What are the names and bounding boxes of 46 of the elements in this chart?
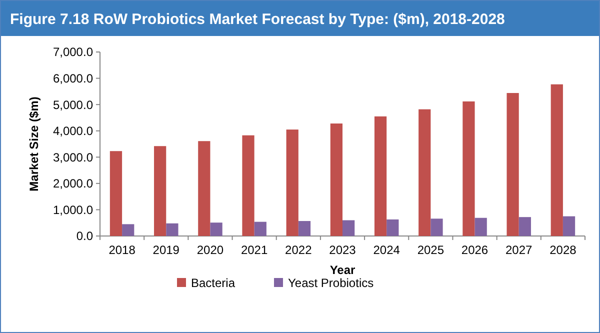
y-tick-label: 7,000.0 bbox=[52, 45, 94, 60]
bar bbox=[550, 84, 563, 236]
y-tick-label: 6,000.0 bbox=[52, 71, 94, 86]
x-tick-label: 2023 bbox=[329, 243, 356, 257]
y-tick-label: 1,000.0 bbox=[52, 202, 94, 217]
bar bbox=[418, 109, 431, 236]
x-tick-label: 2026 bbox=[461, 243, 488, 257]
bar bbox=[374, 116, 387, 236]
legend-label: Bacteria bbox=[191, 276, 236, 290]
bar bbox=[562, 216, 576, 236]
y-tick-label: 5,000.0 bbox=[52, 98, 94, 112]
bar bbox=[286, 130, 298, 236]
x-tick-label: 2024 bbox=[373, 243, 400, 257]
y-tick-label: 2,000.0 bbox=[52, 176, 94, 191]
bar bbox=[430, 218, 443, 236]
x-tick-label: 2025 bbox=[417, 243, 444, 257]
chart-title: Figure 7.18 RoW Probiotics Market Forecast by Type: ($m), 2018-2028 bbox=[10, 11, 505, 28]
x-tick-label: 2027 bbox=[506, 243, 533, 257]
bar bbox=[298, 221, 311, 236]
x-tick-label: 2021 bbox=[240, 243, 268, 257]
x-tick-label: 2022 bbox=[285, 243, 312, 257]
bar bbox=[518, 217, 531, 236]
y-axis-title: Market Size ($m) bbox=[27, 96, 41, 192]
bar bbox=[462, 101, 475, 236]
bar bbox=[110, 151, 122, 236]
y-tick-label: 0.0 bbox=[76, 229, 94, 244]
bar bbox=[122, 224, 134, 236]
bar bbox=[210, 222, 222, 236]
x-tick-label: 2019 bbox=[152, 243, 180, 257]
y-tick-label: 3,000.0 bbox=[52, 150, 94, 164]
x-tick-label: 2028 bbox=[550, 243, 577, 257]
x-tick-label: 2020 bbox=[196, 243, 224, 257]
bar bbox=[330, 123, 342, 236]
bar bbox=[154, 146, 166, 236]
bar bbox=[166, 223, 178, 236]
bar bbox=[386, 219, 399, 236]
bar bbox=[506, 93, 519, 236]
bar bbox=[242, 135, 254, 236]
bar bbox=[474, 218, 487, 236]
bar bbox=[198, 141, 210, 236]
x-tick-label: 2018 bbox=[108, 243, 136, 257]
legend-label: Yeast Probiotics bbox=[288, 276, 374, 290]
y-tick-label: 4,000.0 bbox=[52, 124, 94, 138]
bar bbox=[342, 220, 355, 236]
bar bbox=[254, 222, 266, 236]
x-axis-title: Year bbox=[330, 263, 356, 277]
